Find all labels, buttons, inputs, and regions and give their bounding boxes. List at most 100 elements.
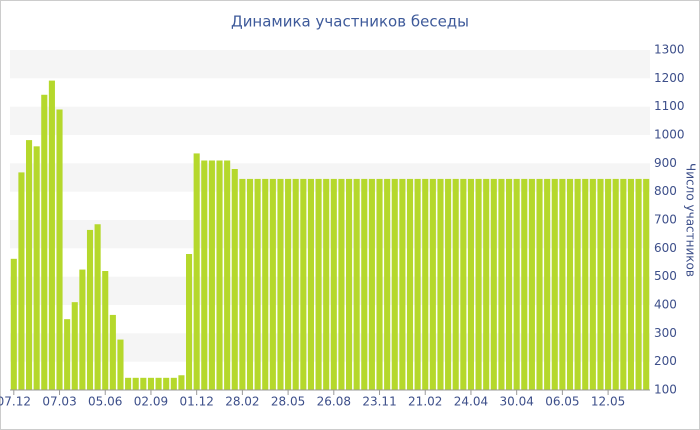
bar: [536, 178, 543, 390]
bar: [422, 178, 429, 390]
bar: [353, 178, 360, 390]
bar: [231, 169, 238, 390]
grid-band: [10, 163, 650, 192]
grid-band: [10, 276, 650, 305]
bar: [33, 146, 40, 390]
bar: [201, 160, 208, 390]
grid-band: [10, 106, 650, 135]
grid-band: [10, 333, 650, 362]
bar: [384, 178, 391, 390]
bar: [467, 178, 474, 390]
bar: [292, 178, 299, 390]
bar: [437, 178, 444, 390]
bar: [635, 178, 642, 390]
bar: [170, 377, 177, 390]
bar: [86, 229, 94, 390]
y-tick-label: 700: [654, 213, 677, 227]
bar: [589, 178, 596, 390]
y-tick-label: 500: [654, 269, 677, 283]
bar: [346, 178, 353, 390]
bar: [338, 178, 345, 390]
bar: [300, 178, 307, 390]
bar: [643, 178, 650, 390]
bar: [246, 178, 254, 390]
bar: [475, 178, 482, 390]
bar: [132, 377, 139, 390]
bar: [582, 178, 589, 390]
bar: [18, 172, 25, 390]
bar: [399, 178, 406, 390]
bar: [521, 178, 528, 390]
bar: [208, 160, 215, 390]
x-tick-label: 06.05: [545, 395, 579, 409]
bar: [224, 160, 231, 390]
bar: [193, 153, 200, 390]
x-tick-label: 05.06: [88, 395, 122, 409]
bar: [71, 302, 78, 390]
x-tick-label: 07.12: [0, 395, 31, 409]
bar: [597, 178, 604, 390]
x-tick-label: 28.02: [225, 395, 259, 409]
bar: [513, 178, 520, 390]
bar: [64, 319, 71, 390]
bar: [117, 339, 124, 390]
y-tick-label: 1100: [654, 99, 685, 113]
x-tick-label: 28.05: [271, 395, 305, 409]
bar: [94, 224, 101, 390]
bar: [41, 94, 48, 391]
y-tick-label: 600: [654, 241, 677, 255]
bar: [239, 178, 246, 390]
bar: [285, 178, 292, 390]
bar: [254, 178, 261, 390]
bar: [506, 178, 513, 390]
y-tick-label: 900: [654, 156, 677, 170]
bar: [10, 258, 17, 390]
x-tick-label: 01.12: [179, 395, 213, 409]
x-tick-label: 12.05: [591, 395, 625, 409]
bar: [445, 178, 452, 390]
x-tick-label: 02.09: [134, 395, 168, 409]
x-tick-label: 24.04: [454, 395, 488, 409]
x-tick-label: 21.02: [408, 395, 442, 409]
bar: [627, 178, 634, 390]
y-tick-label: 200: [654, 354, 677, 368]
y-tick-label: 1300: [654, 43, 685, 57]
bar: [79, 269, 86, 390]
y-tick-label: 800: [654, 184, 677, 198]
chart-title: Динамика участников беседы: [231, 13, 469, 31]
bar: [414, 178, 421, 390]
bar: [163, 377, 170, 390]
bar: [48, 80, 55, 390]
bar: [361, 178, 368, 390]
y-axis-label: Число участников: [684, 163, 698, 277]
bar: [155, 377, 162, 390]
bar: [277, 178, 284, 390]
bar: [605, 178, 612, 390]
y-tick-label: 100: [654, 383, 677, 397]
bar: [323, 178, 330, 390]
bar: [612, 178, 619, 390]
bar: [125, 377, 132, 390]
bar: [315, 178, 322, 390]
bar: [186, 254, 193, 390]
bar: [452, 178, 459, 390]
bar: [368, 178, 375, 390]
bar: [56, 109, 63, 390]
bar: [376, 178, 383, 390]
bar: [429, 178, 436, 390]
bar: [391, 178, 398, 390]
bar: [460, 178, 467, 390]
y-tick-label: 1200: [654, 71, 685, 85]
bar: [109, 314, 116, 390]
x-tick-label: 30.04: [499, 395, 533, 409]
grid-band: [10, 50, 650, 79]
y-tick-label: 400: [654, 298, 677, 312]
bar: [102, 271, 109, 390]
bar: [490, 178, 497, 390]
bar: [140, 377, 147, 390]
bar: [498, 178, 505, 390]
bar: [406, 178, 414, 390]
bar: [620, 178, 627, 390]
bar: [178, 375, 185, 390]
